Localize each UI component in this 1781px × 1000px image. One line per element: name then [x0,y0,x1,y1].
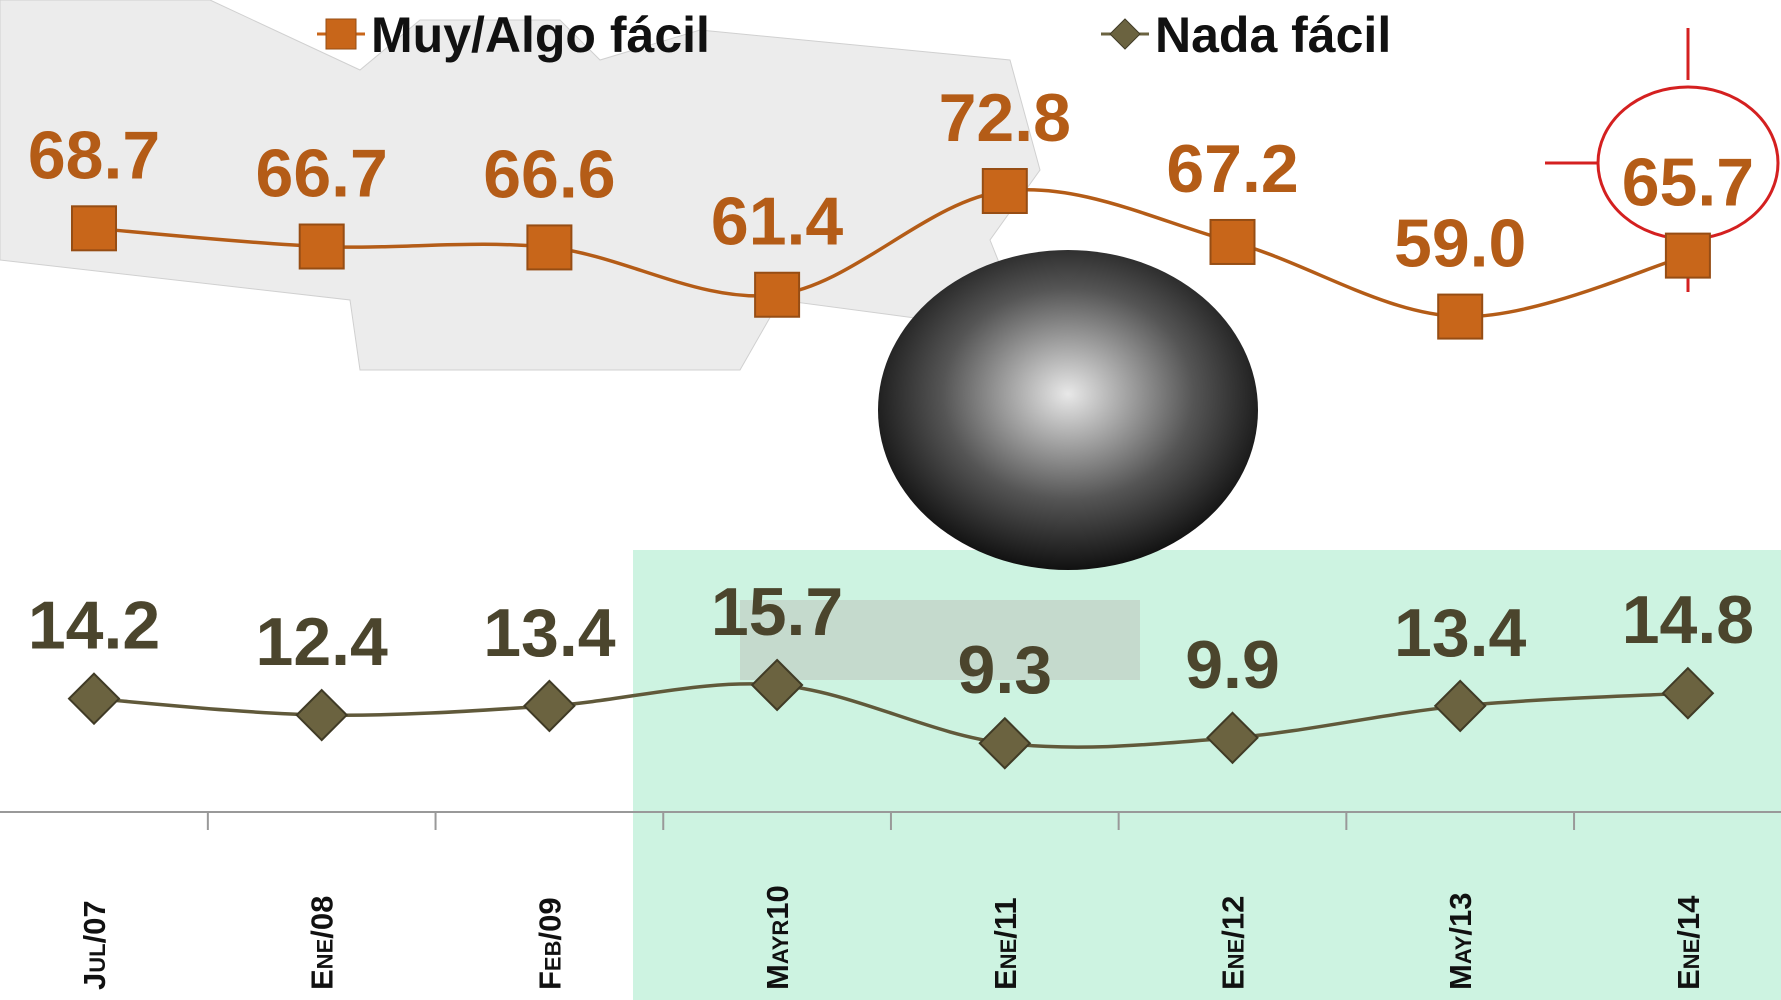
legend-marker [326,19,356,49]
marker [300,225,344,269]
legend-label: Nada fácil [1155,7,1391,63]
marker [1211,220,1255,264]
data-label: 66.7 [256,136,388,212]
x-tick-label: Ene/12 [1216,896,1251,990]
marker [1666,234,1710,278]
marker [527,225,571,269]
x-tick-label: Ene/11 [988,897,1023,990]
marker [524,681,574,731]
marker [69,674,119,724]
data-label: 15.7 [711,574,843,650]
data-label: 61.4 [711,184,844,260]
marker [1438,295,1482,339]
x-tick-label: Ene/14 [1671,895,1706,990]
x-tick-label: Feb/09 [532,897,567,990]
data-label: 65.7 [1622,145,1754,221]
data-label: 13.4 [1394,595,1527,671]
legend-marker [1110,19,1140,49]
marker [755,273,799,317]
data-label: 67.2 [1166,131,1298,207]
data-label: 9.9 [1185,627,1280,703]
data-label: 66.6 [483,136,615,212]
data-label: 14.8 [1622,582,1754,658]
marker [72,206,116,250]
chart: Jul/07 Ene/08 Feb/09 Mayr10 Ene/11 Ene/12 May/… [0,0,1781,1000]
data-label: 9.3 [958,632,1053,708]
marker [983,169,1027,213]
page: {"chart_data": {"type": "line", "categor… [0,0,1781,1000]
data-label: 68.7 [28,117,160,193]
data-label: 13.4 [483,595,616,671]
data-label: 59.0 [1394,206,1526,282]
photo [878,250,1258,570]
data-label: 72.8 [939,80,1071,156]
data-label: 12.4 [256,604,389,680]
x-tick-label: Mayr10 [760,885,795,990]
marker [297,690,347,740]
data-label: 14.2 [28,588,160,664]
x-tick-label: May/13 [1443,893,1478,990]
x-tick-label: Jul/07 [77,900,112,990]
legend-label: Muy/Algo fácil [371,7,710,63]
x-tick-label: Ene/08 [305,896,340,990]
